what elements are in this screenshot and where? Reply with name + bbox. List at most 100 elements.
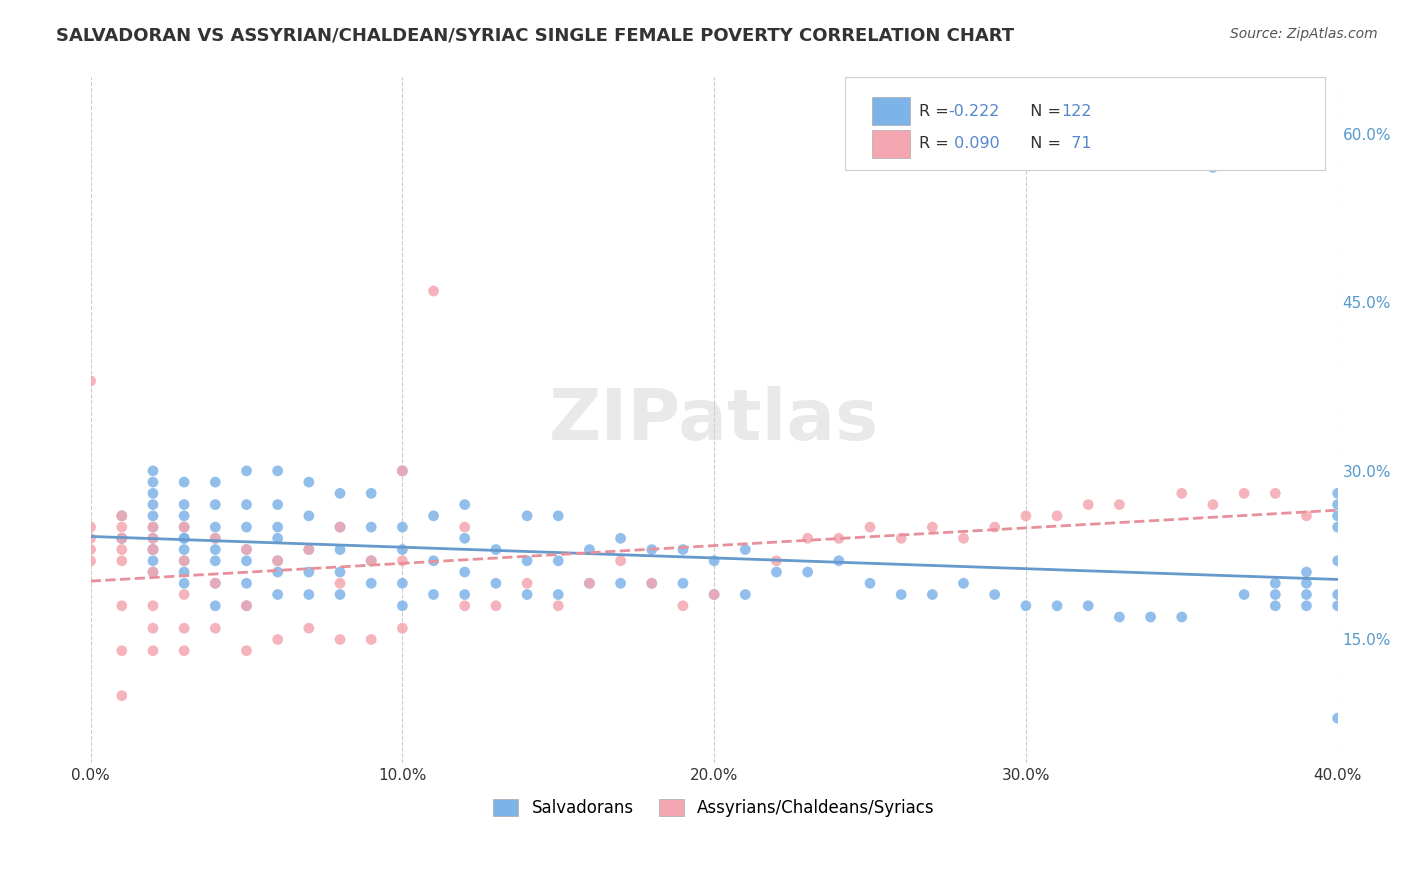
- Point: [1295, 576, 1317, 591]
- Point: [516, 508, 538, 523]
- Point: [111, 520, 134, 534]
- Point: [329, 576, 352, 591]
- Point: [1264, 576, 1286, 591]
- Point: [454, 565, 477, 579]
- Point: [1326, 498, 1348, 512]
- Point: [142, 531, 165, 545]
- Point: [235, 644, 257, 658]
- Point: [79, 531, 101, 545]
- Point: [111, 599, 134, 613]
- Point: [173, 542, 195, 557]
- Point: [79, 374, 101, 388]
- Point: [173, 576, 195, 591]
- Point: [111, 554, 134, 568]
- Text: 122: 122: [1060, 103, 1091, 119]
- Point: [142, 464, 165, 478]
- Point: [204, 531, 226, 545]
- Point: [578, 576, 600, 591]
- Point: [360, 486, 382, 500]
- Point: [329, 565, 352, 579]
- Point: [298, 542, 321, 557]
- Point: [703, 587, 725, 601]
- Point: [1046, 508, 1069, 523]
- Point: [329, 587, 352, 601]
- Point: [921, 520, 943, 534]
- Point: [547, 554, 569, 568]
- Point: [204, 475, 226, 489]
- Point: [266, 554, 288, 568]
- Point: [142, 644, 165, 658]
- Point: [1264, 486, 1286, 500]
- Point: [422, 508, 444, 523]
- Text: ZIPatlas: ZIPatlas: [550, 385, 879, 455]
- Point: [111, 689, 134, 703]
- Point: [1077, 498, 1099, 512]
- Point: [952, 531, 974, 545]
- Point: [204, 621, 226, 635]
- Point: [173, 565, 195, 579]
- Point: [703, 587, 725, 601]
- Point: [454, 498, 477, 512]
- Point: [516, 554, 538, 568]
- Point: [1326, 599, 1348, 613]
- Point: [142, 520, 165, 534]
- Point: [173, 531, 195, 545]
- Text: N =: N =: [1019, 103, 1066, 119]
- Point: [1139, 610, 1161, 624]
- Point: [173, 498, 195, 512]
- Text: R =: R =: [918, 103, 953, 119]
- Point: [266, 554, 288, 568]
- Point: [828, 554, 851, 568]
- Point: [173, 508, 195, 523]
- Point: [703, 554, 725, 568]
- Point: [204, 576, 226, 591]
- Text: SALVADORAN VS ASSYRIAN/CHALDEAN/SYRIAC SINGLE FEMALE POVERTY CORRELATION CHART: SALVADORAN VS ASSYRIAN/CHALDEAN/SYRIAC S…: [56, 27, 1014, 45]
- Point: [360, 554, 382, 568]
- Point: [578, 542, 600, 557]
- Point: [734, 542, 756, 557]
- Point: [796, 565, 818, 579]
- Point: [111, 531, 134, 545]
- Text: 71: 71: [1060, 136, 1091, 152]
- Point: [235, 464, 257, 478]
- Point: [111, 531, 134, 545]
- Point: [142, 554, 165, 568]
- Point: [1326, 508, 1348, 523]
- Point: [329, 486, 352, 500]
- Point: [1202, 161, 1225, 175]
- Point: [266, 587, 288, 601]
- Point: [1295, 565, 1317, 579]
- Text: N =: N =: [1019, 136, 1066, 152]
- Point: [1326, 587, 1348, 601]
- Point: [266, 498, 288, 512]
- Point: [422, 587, 444, 601]
- Point: [391, 520, 413, 534]
- Point: [266, 632, 288, 647]
- Point: [235, 599, 257, 613]
- Point: [1295, 599, 1317, 613]
- Point: [79, 520, 101, 534]
- Point: [1295, 508, 1317, 523]
- Point: [204, 576, 226, 591]
- Point: [266, 565, 288, 579]
- Point: [360, 520, 382, 534]
- Point: [391, 542, 413, 557]
- Point: [547, 599, 569, 613]
- Point: [266, 464, 288, 478]
- Text: 0.090: 0.090: [949, 136, 1000, 152]
- Point: [298, 565, 321, 579]
- Point: [641, 576, 664, 591]
- Point: [1046, 599, 1069, 613]
- Point: [547, 508, 569, 523]
- Point: [1264, 587, 1286, 601]
- Point: [1171, 610, 1194, 624]
- Point: [391, 554, 413, 568]
- Point: [1077, 599, 1099, 613]
- Point: [516, 576, 538, 591]
- Point: [298, 587, 321, 601]
- Point: [235, 599, 257, 613]
- Point: [1202, 498, 1225, 512]
- Point: [266, 531, 288, 545]
- Point: [235, 542, 257, 557]
- Point: [111, 644, 134, 658]
